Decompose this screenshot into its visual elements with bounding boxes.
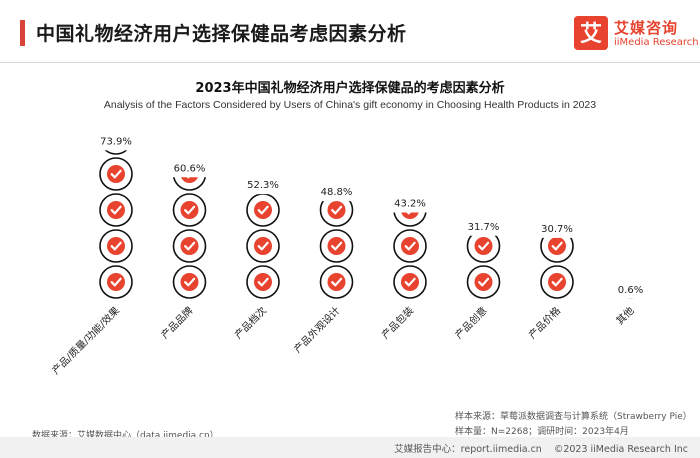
check-icon <box>110 169 122 179</box>
chart-title: 2023年中国礼物经济用户选择保健品的考虑因素分析 <box>195 81 505 96</box>
check-badge <box>401 212 419 219</box>
footer-site[interactable]: 艾媒报告中心：report.iimedia.cn <box>394 444 542 455</box>
chart-subtitle: Analysis of the Factors Considered by Us… <box>103 99 597 111</box>
check-badge <box>107 165 125 183</box>
check-badge <box>401 273 419 291</box>
mark-circle <box>104 150 128 155</box>
data-mark <box>246 194 280 299</box>
category-label: 产品品牌 <box>158 304 195 341</box>
data-column <box>319 201 354 299</box>
value-label: 52.3% <box>247 180 279 191</box>
data-mark <box>466 235 501 299</box>
check-icon <box>110 277 122 287</box>
check-badge <box>548 237 566 255</box>
footer: 艾媒报告中心：report.iimedia.cn ©2023 iiMedia Re… <box>382 441 688 455</box>
check-icon <box>110 205 122 215</box>
check-icon <box>551 241 563 251</box>
logo-chinese-name: 艾媒咨询 <box>614 19 679 37</box>
category-label: 产品创意 <box>452 304 489 341</box>
check-icon <box>184 205 196 215</box>
data-mark <box>540 237 574 299</box>
value-label: 48.8% <box>321 187 353 198</box>
check-badge <box>254 237 272 255</box>
check-badge <box>548 273 566 291</box>
check-badge <box>327 201 346 219</box>
check-icon <box>478 277 490 287</box>
value-label: 0.6% <box>618 285 643 296</box>
check-icon <box>404 277 416 287</box>
check-badge <box>474 237 493 255</box>
mark-circle <box>393 212 427 227</box>
check-icon <box>184 277 196 287</box>
check-icon <box>257 277 269 287</box>
check-badge <box>181 177 198 183</box>
value-label: 60.6% <box>174 163 206 174</box>
data-column <box>99 150 133 299</box>
title-accent-bar <box>20 20 25 46</box>
check-badge <box>327 237 346 255</box>
mark-circle <box>173 177 206 191</box>
check-badge <box>401 237 419 255</box>
check-icon <box>257 241 269 251</box>
check-badge <box>180 201 199 219</box>
check-badge <box>107 201 125 219</box>
check-badge <box>254 201 272 219</box>
check-icon <box>551 277 563 287</box>
check-badge <box>474 273 493 291</box>
category-label: 产品价格 <box>526 304 563 341</box>
check-icon <box>331 205 343 215</box>
value-label: 73.9% <box>100 136 132 147</box>
check-icon <box>404 241 416 251</box>
data-column <box>393 212 427 299</box>
category-label: 产品包装 <box>379 304 416 341</box>
category-label: 其他 <box>613 304 636 327</box>
iimedia-logo-icon: 艾 <box>574 16 608 50</box>
value-label: 30.7% <box>541 224 573 235</box>
sample-source-note: 样本来源：草莓派数据调查与计算系统（Strawberry Pie） <box>455 412 692 422</box>
data-column <box>246 194 280 299</box>
data-mark <box>172 177 207 299</box>
check-badge <box>254 273 272 291</box>
check-icon <box>406 212 411 215</box>
data-source-note: 数据来源：艾媒数据中心（data.iimedia.cn） <box>32 431 219 441</box>
page-title: 中国礼物经济用户选择保健品考虑因素分析 <box>36 23 407 45</box>
footer-copyright: ©2023 iiMedia Research Inc <box>553 444 688 455</box>
check-icon <box>110 241 122 251</box>
iimedia-logo: 艾 艾媒咨询 iiMedia Research <box>574 16 699 54</box>
value-label: 31.7% <box>468 222 500 233</box>
data-mark <box>319 201 354 299</box>
check-icon <box>331 241 343 251</box>
check-icon <box>331 277 343 287</box>
check-badge <box>327 273 346 291</box>
data-column <box>540 237 574 299</box>
check-badge <box>107 273 125 291</box>
check-icon <box>184 241 196 251</box>
check-badge <box>180 237 199 255</box>
check-icon <box>186 177 190 179</box>
data-column <box>466 235 501 299</box>
header-divider <box>0 62 700 63</box>
data-mark <box>99 150 133 299</box>
footer-bar <box>0 437 700 458</box>
category-label: 产品/质量/功能/效果 <box>49 304 122 377</box>
sample-size-note: 样本量：N=2268；调研时间：2023年4月 <box>455 427 629 437</box>
data-column <box>172 177 207 299</box>
check-icon <box>257 205 269 215</box>
check-badge <box>180 273 199 291</box>
check-icon <box>478 241 490 251</box>
category-label: 产品档次 <box>232 304 269 341</box>
logo-english-name: iiMedia Research <box>614 37 699 48</box>
category-label: 产品外观设计 <box>291 304 343 356</box>
check-badge <box>107 237 125 255</box>
logo-mark-text: 艾 <box>580 22 602 47</box>
value-label: 43.2% <box>394 199 426 210</box>
data-mark <box>393 212 427 299</box>
